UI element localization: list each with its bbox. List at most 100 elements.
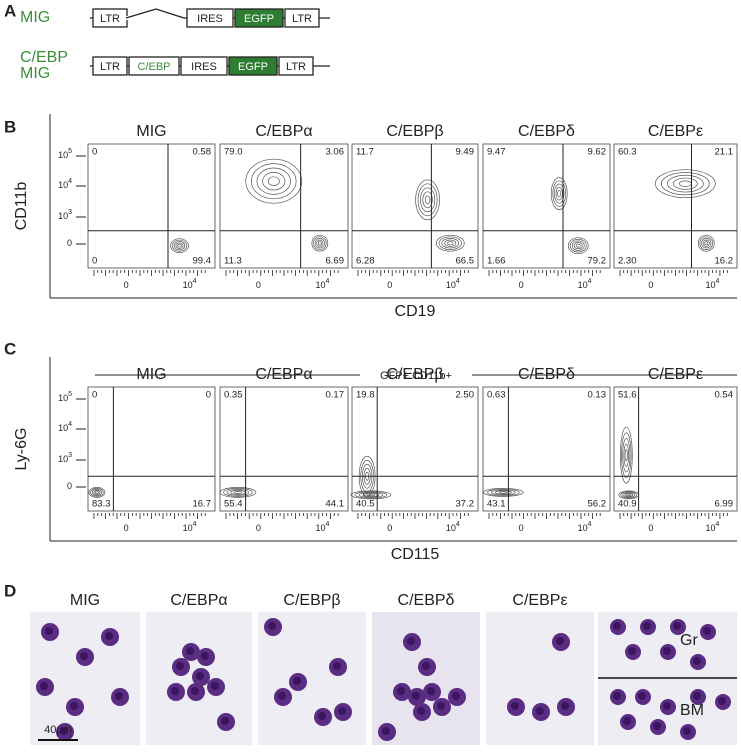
x-tick-label: 104 [705,521,719,534]
element-label: LTR [292,13,312,25]
tick-base: 0 [67,481,72,491]
quadrant-percent: 40.9 [618,499,637,510]
contour [350,490,392,500]
contour [417,183,438,217]
plot-title: C/EBPδ [518,366,575,383]
quadrant-percent: 6.99 [715,499,734,510]
nucleus [338,707,346,715]
nucleus [60,727,68,735]
plot-frame [482,143,611,269]
contour [415,179,440,221]
tick-base: 10 [705,523,715,533]
quadrant-percent: 2.50 [456,390,475,401]
nucleus [628,647,636,655]
tick-exp: 4 [456,278,460,285]
quadrant-percent: 6.69 [326,256,345,267]
quadrant-percent: 9.62 [588,147,607,158]
tick-base: 0 [67,238,72,248]
inset-label: BM [680,702,704,719]
tick-base: 0 [256,280,261,290]
contour [444,239,457,247]
nucleus [718,697,726,705]
nucleus [638,692,646,700]
plot-frame [351,143,479,269]
tick-base: 10 [315,280,325,290]
tick-base: 10 [578,523,588,533]
contour [422,191,433,209]
nucleus [221,717,229,725]
contour [490,489,516,496]
nucleus [191,687,199,695]
image-title: C/EBPα [170,592,227,609]
nucleus [382,727,390,735]
image-title: C/EBPδ [398,592,455,609]
nucleus [278,692,286,700]
tick-base: 0 [519,280,524,290]
y-tick-label: 0 [67,238,72,248]
element-label: IRES [191,61,217,73]
contour [267,176,280,186]
contour [171,239,187,252]
gate-label: GFP+ CD11b+ [380,370,452,382]
nucleus [268,622,276,630]
x-tick-label: 0 [256,523,261,533]
quadrant-percent: 0.35 [224,390,243,401]
contour [666,174,704,193]
contour [486,488,520,496]
quadrant-percent: 0 [92,256,97,267]
contour [623,443,630,467]
tick-base: 10 [705,280,715,290]
tick-base: 10 [578,280,588,290]
contour [438,236,462,250]
nucleus [196,672,204,680]
micrograph [372,612,480,745]
tick-base: 10 [58,423,68,433]
contour [555,186,563,201]
nucleus [511,702,519,710]
contour [256,167,291,195]
quadrant-percent: 55.4 [224,499,243,510]
quadrant-percent: 60.3 [618,147,637,158]
tick-base: 0 [124,280,129,290]
quadrant-percent: 40.5 [356,499,375,510]
quadrant-percent: 9.49 [456,147,475,158]
nucleus [452,692,460,700]
quadrant-percent: 0.63 [487,390,506,401]
nucleus [613,622,621,630]
x-tick-label: 0 [648,280,653,290]
tick-base: 10 [58,454,68,464]
plot-frame [219,143,349,269]
tick-base: 10 [446,523,456,533]
nucleus [40,682,48,690]
tick-base: 0 [519,523,524,533]
contour [569,238,587,253]
x-tick-label: 0 [387,280,392,290]
x-tick-label: 104 [705,278,719,291]
element-label: IRES [197,13,223,25]
construct-name: C/EBP [20,49,68,66]
nucleus [70,702,78,710]
plot-frame [87,143,216,269]
plot-frame [87,386,216,512]
x-tick-label: 0 [124,280,129,290]
contour [672,177,698,190]
x-tick-label: 0 [387,523,392,533]
y-axis-label: Ly-6G [13,428,30,471]
nucleus [45,627,53,635]
y-tick-label: 103 [58,452,72,465]
contour [441,238,460,249]
micrograph [486,612,594,745]
x-tick-label: 104 [446,278,460,291]
element-label: EGFP [238,61,268,73]
tick-exp: 4 [715,521,719,528]
inset-label: Gr [680,632,698,649]
element-box [284,8,320,28]
contour [435,234,465,252]
quadrant-percent: 43.1 [487,499,506,510]
tick-base: 10 [58,180,68,190]
element-box [278,56,314,76]
nucleus [115,692,123,700]
element-label: LTR [286,61,306,73]
nucleus [293,677,301,685]
contour [660,172,710,196]
